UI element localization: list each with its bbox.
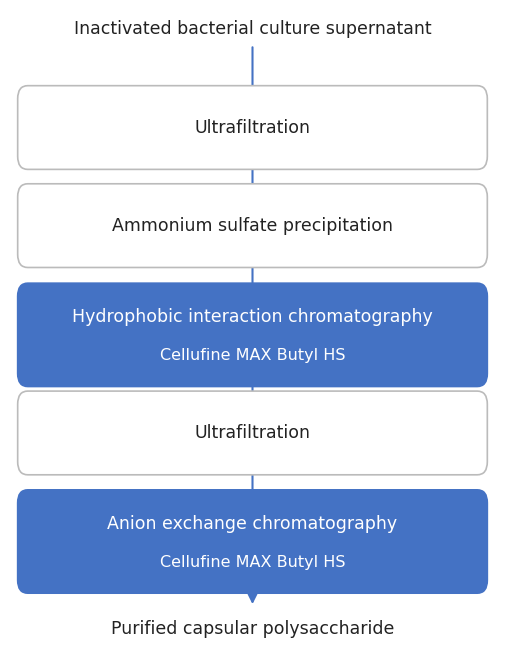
FancyBboxPatch shape (18, 490, 487, 593)
Text: Ultrafiltration: Ultrafiltration (194, 118, 311, 137)
Text: Cellufine MAX Butyl HS: Cellufine MAX Butyl HS (160, 555, 345, 570)
FancyBboxPatch shape (18, 86, 487, 169)
Text: Ultrafiltration: Ultrafiltration (194, 424, 311, 442)
Text: Cellufine MAX Butyl HS: Cellufine MAX Butyl HS (160, 349, 345, 363)
Text: Inactivated bacterial culture supernatant: Inactivated bacterial culture supernatan… (74, 20, 431, 39)
Text: Hydrophobic interaction chromatography: Hydrophobic interaction chromatography (72, 308, 433, 326)
Text: Purified capsular polysaccharide: Purified capsular polysaccharide (111, 620, 394, 638)
Text: Ammonium sulfate precipitation: Ammonium sulfate precipitation (112, 216, 393, 235)
FancyBboxPatch shape (18, 184, 487, 267)
FancyBboxPatch shape (18, 391, 487, 475)
Text: Anion exchange chromatography: Anion exchange chromatography (108, 515, 397, 533)
FancyBboxPatch shape (18, 283, 487, 387)
